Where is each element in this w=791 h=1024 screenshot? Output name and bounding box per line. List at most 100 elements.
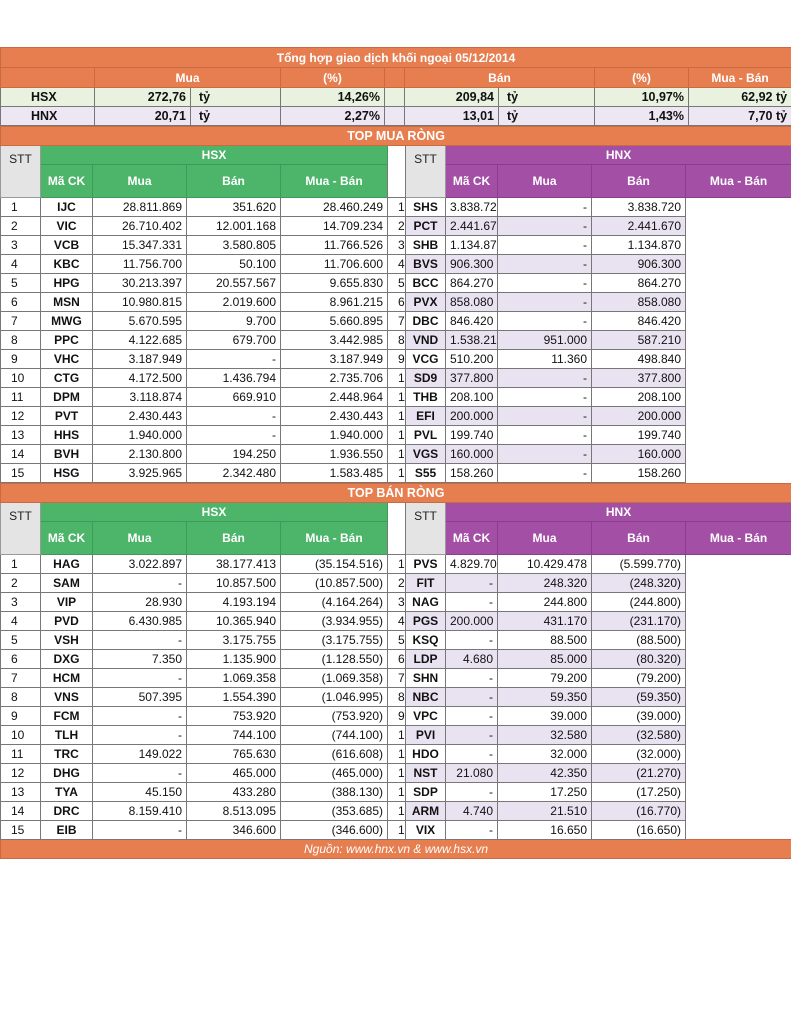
hnx-header: HNX bbox=[444, 502, 791, 522]
hsx-net-value: (4.164.264) bbox=[280, 592, 388, 612]
table-row: 13HHS1.940.000-1.940.00013PVL199.740-199… bbox=[0, 425, 791, 445]
hsx-ban-value: 1.436.794 bbox=[186, 368, 281, 388]
hsx-net-value: 3.187.949 bbox=[280, 349, 388, 369]
ma-ck-header: Mã CK bbox=[445, 164, 498, 198]
hsx-net-value: 1.583.485 bbox=[280, 463, 388, 483]
hnx-mua-value: 4.740 bbox=[445, 801, 498, 821]
hnx-ticker: VND bbox=[405, 330, 446, 350]
hnx-ban-value: - bbox=[497, 311, 592, 331]
summary-label: HNX bbox=[0, 106, 95, 126]
row-stt: 1 bbox=[0, 197, 41, 217]
table-row: 11DPM3.118.874669.9102.448.96411THB208.1… bbox=[0, 387, 791, 407]
hnx-mua-value: 1.134.870 bbox=[445, 235, 498, 255]
hnx-ticker: FIT bbox=[405, 573, 446, 593]
hnx-net-value: 208.100 bbox=[591, 387, 686, 407]
hnx-ticker: SHN bbox=[405, 668, 446, 688]
hnx-ban-value: - bbox=[497, 425, 592, 445]
row-stt: 8 bbox=[387, 330, 406, 350]
top-sell-rows: 1 HAG 3.022.897 38.177.413 (35.154.516) 1 PVS 4… bbox=[0, 554, 791, 840]
summary-pct2-header: (%) bbox=[594, 67, 689, 88]
hsx-mua-value: - bbox=[92, 763, 187, 783]
row-stt: 2 bbox=[387, 216, 406, 236]
hsx-net-value: 5.660.895 bbox=[280, 311, 388, 331]
row-stt: 14 bbox=[0, 801, 41, 821]
row-stt: 4 bbox=[387, 254, 406, 274]
hnx-ticker: PVL bbox=[405, 425, 446, 445]
hnx-net-value: 846.420 bbox=[591, 311, 686, 331]
row-stt: 13 bbox=[0, 425, 41, 445]
table-row: 15EIB-346.600(346.600)15VIX-16.650(16.65… bbox=[0, 820, 791, 840]
row-stt: 6 bbox=[0, 292, 41, 312]
net-header: Mua - Bán bbox=[684, 164, 791, 198]
hsx-ticker: TYA bbox=[40, 782, 93, 802]
summary-ban-header: Bán bbox=[404, 67, 595, 88]
hsx-mua-value: - bbox=[92, 820, 187, 840]
hsx-net-value: 1.936.550 bbox=[280, 444, 388, 464]
row-stt: 5 bbox=[0, 630, 41, 650]
hsx-ticker: TLH bbox=[40, 725, 93, 745]
hnx-ban-value: - bbox=[497, 254, 592, 274]
table-row: 5 HPG 30.213.397 20.557.567 9.655.830 5 BCC 864… bbox=[0, 273, 791, 293]
row-stt: 9 bbox=[0, 349, 41, 369]
hnx-ban-value: 59.350 bbox=[497, 687, 592, 707]
hsx-mua-value: - bbox=[92, 706, 187, 726]
hsx-header: HSX bbox=[40, 145, 388, 165]
hnx-ban-value: - bbox=[497, 444, 592, 464]
hsx-ban-value: 12.001.168 bbox=[186, 216, 281, 236]
hnx-net-value: (16.770) bbox=[591, 801, 686, 821]
hnx-ban-value: 244.800 bbox=[497, 592, 592, 612]
summary-unit: tỷ bbox=[190, 106, 281, 126]
row-stt: 15 bbox=[0, 463, 41, 483]
hnx-net-value: 1.134.870 bbox=[591, 235, 686, 255]
hnx-ban-value: - bbox=[497, 463, 592, 483]
hnx-ban-value: 88.500 bbox=[497, 630, 592, 650]
summary-pct1-header: (%) bbox=[280, 67, 385, 88]
hsx-mua-value: - bbox=[92, 668, 187, 688]
hnx-ban-value: 11.360 bbox=[497, 349, 592, 369]
net-header: Mua - Bán bbox=[280, 164, 388, 198]
row-stt: 8 bbox=[387, 687, 406, 707]
hnx-mua-value: - bbox=[445, 725, 498, 745]
table-row: 3 VIP 28.930 4.193.194 (4.164.264) 3 NAG -244.8… bbox=[0, 592, 791, 612]
hsx-ban-value: 10.857.500 bbox=[186, 573, 281, 593]
table-row: 3 VCB 15.347.331 3.580.805 11.766.526 3 SHB 1.1… bbox=[0, 235, 791, 255]
hsx-mua-value: - bbox=[92, 725, 187, 745]
hsx-ban-value: 3.175.755 bbox=[186, 630, 281, 650]
hsx-ban-value: 744.100 bbox=[186, 725, 281, 745]
hsx-ticker: SAM bbox=[40, 573, 93, 593]
net-header: Mua - Bán bbox=[280, 521, 388, 555]
hsx-ticker: PVD bbox=[40, 611, 93, 631]
hsx-ban-value: 1.135.900 bbox=[186, 649, 281, 669]
table-row: 7 HCM -1.069.358 (1.069.358) 7 SHN -79.200 (79.… bbox=[0, 668, 791, 688]
stt-header: STT bbox=[405, 502, 446, 555]
hnx-ticker: LDP bbox=[405, 649, 446, 669]
hsx-mua-value: 6.430.985 bbox=[92, 611, 187, 631]
hsx-ban-value: 4.193.194 bbox=[186, 592, 281, 612]
hsx-ticker: IJC bbox=[40, 197, 93, 217]
table-row: 7 MWG 5.670.595 9.700 5.660.895 7 DBC 846.420-8… bbox=[0, 311, 791, 331]
hsx-ban-value: 1.069.358 bbox=[186, 668, 281, 688]
hsx-ticker: VCB bbox=[40, 235, 93, 255]
hsx-ticker: EIB bbox=[40, 820, 93, 840]
hnx-mua-value: 864.270 bbox=[445, 273, 498, 293]
ban-header: Bán bbox=[186, 521, 281, 555]
hnx-ticker: BCC bbox=[405, 273, 446, 293]
hnx-mua-value: 1.538.210 bbox=[445, 330, 498, 350]
hsx-ban-value: 753.920 bbox=[186, 706, 281, 726]
hnx-mua-value: 906.300 bbox=[445, 254, 498, 274]
hsx-ticker: HHS bbox=[40, 425, 93, 445]
hnx-ticker: VCG bbox=[405, 349, 446, 369]
summary-unit: tỷ bbox=[498, 106, 595, 126]
hnx-ticker: S55 bbox=[405, 463, 446, 483]
summary-mua-pct: 2,27% bbox=[280, 106, 385, 126]
hsx-mua-value: 7.350 bbox=[92, 649, 187, 669]
hsx-ticker: VSH bbox=[40, 630, 93, 650]
hnx-net-value: 377.800 bbox=[591, 368, 686, 388]
table-row: 6 MSN 10.980.815 2.019.600 8.961.215 6 PVX 858.… bbox=[0, 292, 791, 312]
hsx-mua-value: 3.925.965 bbox=[92, 463, 187, 483]
hsx-ban-value: - bbox=[186, 349, 281, 369]
hsx-net-value: (1.128.550) bbox=[280, 649, 388, 669]
table-row: 13TYA45.150433.280(388.130)13SDP-17.250(… bbox=[0, 782, 791, 802]
hnx-mua-value: 2.441.670 bbox=[445, 216, 498, 236]
hnx-ban-value: - bbox=[497, 406, 592, 426]
